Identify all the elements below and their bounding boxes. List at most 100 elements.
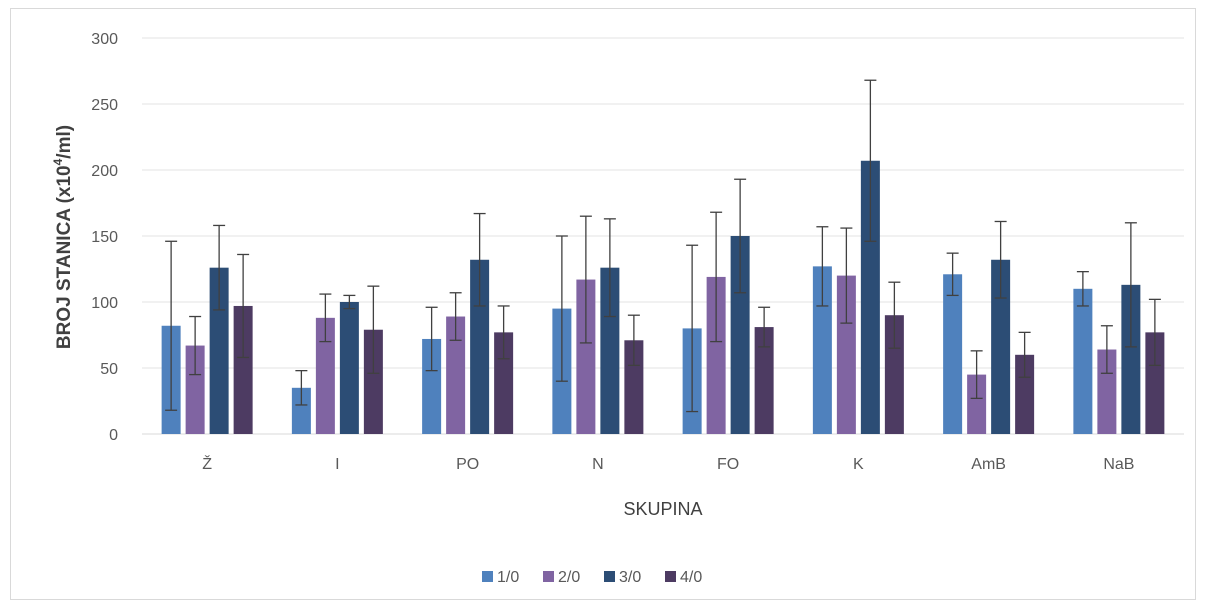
legend-label: 4/0 [680,569,702,586]
bar-nab-2-0 [1097,349,1117,434]
error-bar-n-2-0 [579,215,592,344]
y-tick-label: 200 [91,163,118,180]
error-bar-fo-3-0 [734,178,747,294]
bar-amb-3-0 [991,259,1011,434]
error-bar-i-4-0 [367,285,380,374]
error-bar-po-4-0 [497,305,510,360]
error-bar-nab-2-0 [1100,325,1113,374]
error-bar-cat-3-0 [213,224,226,311]
bar-fo-3-0 [730,236,750,434]
bar-cat-2-0 [185,345,205,434]
error-bar-amb-3-0 [994,220,1007,299]
bar-n-3-0 [600,267,620,434]
bar-nab-4-0 [1145,332,1165,434]
error-bar-i-1-0 [295,369,308,406]
bar-i-4-0 [363,329,383,434]
bar-nab-3-0 [1121,284,1141,434]
bar-k-3-0 [860,160,880,434]
bar-cat-4-0 [233,305,253,434]
legend-swatch [604,571,615,582]
bar-i-2-0 [315,317,335,434]
bar-nab-1-0 [1073,288,1093,434]
bar-k-4-0 [884,315,904,434]
bar-po-3-0 [470,259,490,434]
bar-po-1-0 [422,338,442,434]
y-axis-title-superscript: 4 [51,158,65,165]
bar-po-4-0 [494,332,514,434]
error-bar-n-3-0 [603,218,616,318]
x-tick-label-cat: Ž [202,454,212,473]
error-bar-fo-1-0 [686,244,699,413]
error-bar-cat-4-0 [237,253,250,359]
error-bar-po-1-0 [425,306,438,372]
x-tick-label-po: PO [456,456,479,473]
x-tick-label-nab: NaB [1103,456,1134,473]
error-bar-n-4-0 [627,314,640,367]
bar-i-3-0 [339,302,359,434]
bar-i-1-0 [291,387,311,434]
legend-item-4-0: 4/0 [665,569,702,586]
error-bar-amb-4-0 [1018,331,1031,378]
legend-swatch [665,571,676,582]
error-bar-amb-1-0 [946,252,959,297]
bars [161,160,1165,434]
legend-item-2-0: 2/0 [543,569,580,586]
y-tick-label: 250 [91,97,118,114]
error-bar-fo-4-0 [758,306,771,348]
bar-fo-4-0 [754,327,774,434]
error-bar-fo-2-0 [710,211,723,343]
x-tick-labels: Ž I PO N FO K AmB NaB [202,454,1134,473]
error-bar-amb-2-0 [970,350,983,400]
error-bar-cat-1-0 [165,240,178,411]
x-tick-label-amb: AmB [971,456,1006,473]
bar-amb-1-0 [943,274,963,434]
bar-cat-3-0 [209,267,229,434]
y-tick-labels: 0 50 100 150 200 250 300 [91,31,118,444]
x-axis-title: SKUPINA [623,499,702,519]
y-axis-title-main: BROJ STANICA (x10 [54,165,75,349]
legend-label: 3/0 [619,569,641,586]
x-tick-label-k: K [853,456,864,473]
bar-fo-2-0 [706,276,726,434]
bar-n-2-0 [576,279,596,434]
legend-item-3-0: 3/0 [604,569,641,586]
gridlines [142,37,1184,435]
error-bar-i-2-0 [319,293,332,343]
y-axis-title-unit: /ml) [54,125,75,159]
y-tick-label: 150 [91,229,118,246]
x-tick-label-i: I [335,456,339,473]
error-bar-i-3-0 [343,294,356,310]
legend-label: 1/0 [497,569,519,586]
error-bar-k-3-0 [864,79,877,242]
error-bar-k-2-0 [840,227,853,324]
bar-amb-2-0 [967,374,987,434]
error-bar-k-1-0 [816,226,829,307]
bar-amb-4-0 [1015,354,1035,434]
x-tick-label-n: N [592,456,604,473]
legend-swatch [482,571,493,582]
legend-swatch [543,571,554,582]
y-tick-label: 300 [91,31,118,48]
error-bar-po-2-0 [449,292,462,341]
error-bar-po-3-0 [473,212,486,307]
y-tick-label: 0 [109,427,118,444]
bar-po-2-0 [446,316,466,434]
y-tick-label: 50 [100,361,118,378]
legend-label: 2/0 [558,569,580,586]
x-tick-label-fo: FO [717,456,739,473]
legend: 1/0 2/0 3/0 4/0 [482,569,702,586]
error-bar-k-4-0 [888,281,901,349]
y-axis-title: BROJ STANICA (x104/ml) [51,125,75,349]
bar-k-2-0 [836,275,856,434]
legend-item-1-0: 1/0 [482,569,519,586]
error-bar-nab-3-0 [1124,222,1137,348]
bar-k-1-0 [812,266,832,434]
error-bars [165,79,1161,413]
error-bar-nab-1-0 [1076,270,1089,307]
error-bar-n-1-0 [555,235,568,382]
error-bar-nab-4-0 [1148,298,1161,367]
error-bar-cat-2-0 [189,315,202,376]
y-tick-label: 100 [91,295,118,312]
bar-n-4-0 [624,340,644,434]
